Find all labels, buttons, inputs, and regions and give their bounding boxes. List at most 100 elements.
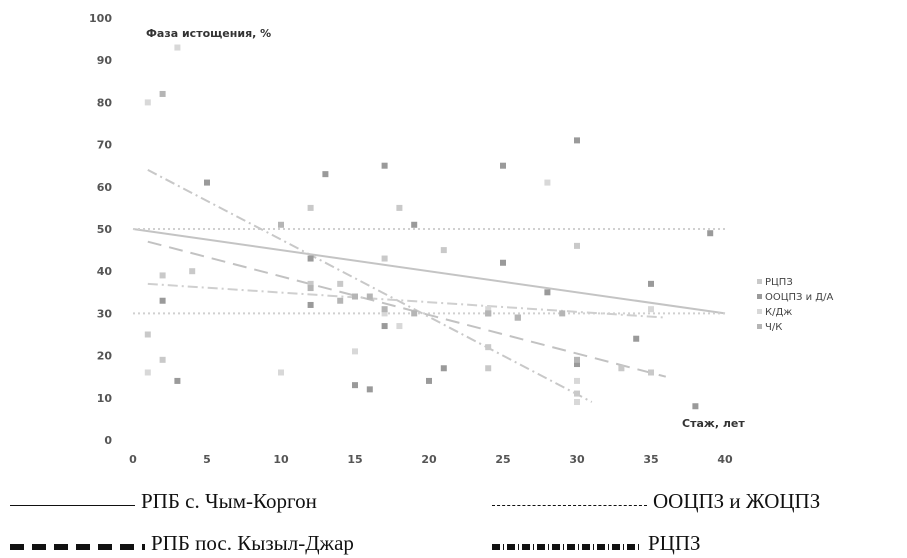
legend: РЦПЗ ООЦПЗ и Д/А К/Дж Ч/К <box>757 277 833 333</box>
data-point-series-1 <box>648 369 654 376</box>
legend-label: ООЦПЗ и Д/А <box>765 292 833 303</box>
data-point-series-1 <box>159 272 166 279</box>
data-point-series-2 <box>426 377 432 384</box>
data-point-series-3 <box>485 306 492 313</box>
data-point-series-1 <box>307 280 314 287</box>
data-point-series-1 <box>337 280 344 287</box>
data-point-series-4 <box>411 310 418 317</box>
data-point-series-2 <box>707 230 714 237</box>
legend-label: К/Дж <box>765 307 792 318</box>
long-dash-swatch <box>492 505 647 506</box>
data-point-series-2 <box>574 361 580 368</box>
caption-item-oocpz: ООЦПЗ и ЖОЦПЗ <box>492 489 820 514</box>
caption-label-kyzyl-djar: РПБ пос. Кызыл-Джар <box>151 531 354 555</box>
caption-item-rcpz: РЦПЗ <box>492 531 701 556</box>
chart-title: Фаза истощения, % <box>146 27 271 40</box>
data-point-series-1 <box>440 247 447 254</box>
x-tick-label: 10 <box>273 453 289 466</box>
data-point-series-2 <box>381 162 388 169</box>
data-point-series-2 <box>159 297 166 304</box>
data-point-series-4 <box>366 293 373 300</box>
data-point-series-1 <box>189 268 196 275</box>
legend-label: РЦПЗ <box>765 277 793 288</box>
x-axis-label: Стаж, лет <box>682 417 745 430</box>
data-point-series-3 <box>574 377 580 384</box>
data-point-series-2 <box>307 255 314 262</box>
data-point-series-4 <box>278 221 284 228</box>
caption-item-chym-korgon: РПБ с. Чым-Коргон <box>10 489 317 514</box>
x-tick-label: 15 <box>347 453 362 466</box>
data-point-series-3 <box>544 179 551 186</box>
dotted-line-swatch <box>492 544 642 550</box>
data-point-series-2 <box>411 221 418 228</box>
data-point-series-2 <box>381 323 388 330</box>
y-tick-label: 60 <box>97 181 113 194</box>
data-point-series-3 <box>574 399 580 406</box>
y-tick-label: 20 <box>97 350 113 363</box>
data-point-series-3 <box>144 369 151 376</box>
data-point-series-4 <box>559 310 566 317</box>
data-point-series-1 <box>485 344 492 351</box>
data-point-series-1 <box>574 242 580 249</box>
y-tick-label: 0 <box>104 434 112 447</box>
scatter-chart: 0 10 20 30 40 50 60 70 80 90 100 0 5 10 15 20 25 30 35 40 Ф… <box>89 12 833 466</box>
data-point-series-1 <box>574 390 580 397</box>
data-point-series-1 <box>396 204 403 211</box>
data-point-series-4 <box>307 285 314 292</box>
x-tick-label: 20 <box>421 453 437 466</box>
data-point-series-2 <box>204 179 210 186</box>
data-point-series-1 <box>618 365 625 372</box>
data-point-series-1 <box>144 331 151 338</box>
axis-ticks: 0 10 20 30 40 50 60 70 80 90 100 0 5 10 15 20 25 30 35 40 <box>89 12 733 466</box>
y-tick-label: 80 <box>97 96 113 109</box>
data-point-series-4 <box>381 306 388 313</box>
data-point-series-2 <box>366 386 373 393</box>
caption-label-chym-korgon: РПБ с. Чым-Коргон <box>141 489 317 513</box>
caption-row-2: РПБ пос. Кызыл-Джар РЦПЗ <box>0 512 907 556</box>
caption-row-1: РПБ с. Чым-Коргон ООЦПЗ и ЖОЦПЗ <box>0 470 907 514</box>
trend-line-solid <box>132 228 726 315</box>
data-point-series-4 <box>352 293 358 300</box>
data-point-series-2 <box>440 365 447 372</box>
x-tick-label: 5 <box>203 453 211 466</box>
data-point-series-3 <box>396 323 403 330</box>
x-tick-label: 40 <box>717 453 733 466</box>
data-point-series-2 <box>633 335 640 342</box>
x-tick-label: 0 <box>129 453 137 466</box>
data-point-series-3 <box>174 44 181 51</box>
data-point-series-3 <box>278 369 284 376</box>
data-point-series-1 <box>485 365 492 372</box>
y-tick-label: 100 <box>89 12 112 25</box>
data-point-series-3 <box>352 348 358 355</box>
y-tick-label: 50 <box>97 223 113 236</box>
data-point-series-4 <box>485 310 492 317</box>
data-point-series-1 <box>159 356 166 363</box>
caption-label-rcpz: РЦПЗ <box>648 531 701 555</box>
legend-marker <box>757 309 762 314</box>
data-point-series-3 <box>381 310 388 317</box>
trend-line-dashdot <box>147 282 666 319</box>
trend-lines <box>132 169 726 403</box>
trend-line-dashdot <box>147 169 593 403</box>
legend-label: Ч/К <box>765 322 782 333</box>
data-point-series-1 <box>307 204 314 211</box>
data-point-series-2 <box>352 382 358 389</box>
legend-marker <box>757 324 762 329</box>
data-point-series-2 <box>648 280 654 287</box>
legend-marker <box>757 279 762 284</box>
y-tick-label: 10 <box>97 392 113 405</box>
caption-item-kyzyl-djar: РПБ пос. Кызыл-Джар <box>10 531 354 556</box>
data-point-series-4 <box>159 90 166 97</box>
data-point-series-2 <box>500 259 506 266</box>
data-point-series-2 <box>500 162 506 169</box>
data-point-series-2 <box>307 301 314 308</box>
data-point-series-2 <box>692 403 699 410</box>
y-tick-label: 30 <box>97 307 113 320</box>
trend-line-longdash <box>147 240 667 378</box>
y-tick-label: 90 <box>97 54 113 67</box>
caption-label-oocpz: ООЦПЗ и ЖОЦПЗ <box>653 489 821 513</box>
data-point-series-4 <box>574 356 580 363</box>
data-point-series-3 <box>144 99 151 106</box>
x-tick-label: 35 <box>643 453 658 466</box>
data-point-series-2 <box>544 289 551 296</box>
